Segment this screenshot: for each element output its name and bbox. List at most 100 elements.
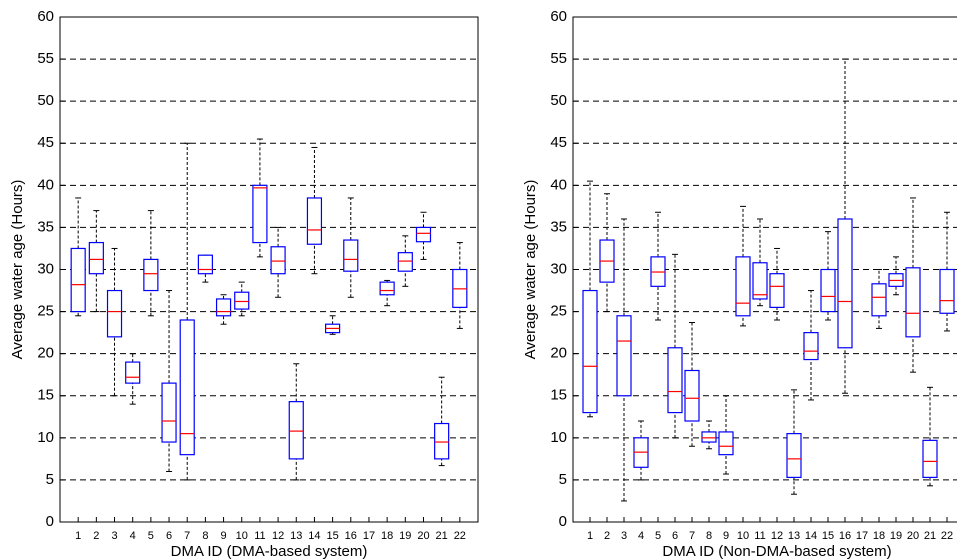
box — [871, 283, 887, 317]
y-tick-label: 60 — [37, 8, 54, 25]
x-tick-label: 10 — [737, 530, 749, 542]
box — [106, 289, 123, 338]
x-tick-label: 4 — [638, 530, 644, 542]
y-tick-label: 20 — [37, 345, 54, 362]
x-tick-label: 12 — [272, 530, 284, 542]
box — [197, 254, 213, 275]
x-tick-label: 5 — [148, 530, 154, 542]
x-tick-label: 6 — [672, 530, 678, 542]
box — [701, 431, 717, 443]
plot-frame — [572, 16, 957, 523]
box — [288, 401, 304, 460]
y-tick-label: 20 — [550, 345, 567, 362]
x-tick-label: 9 — [723, 530, 729, 542]
y-axis-label: Average water age (Hours) — [522, 180, 539, 360]
box — [616, 315, 632, 397]
x-tick-label: 3 — [621, 530, 627, 542]
box — [88, 241, 104, 275]
y-tick-label: 0 — [46, 513, 54, 530]
y-tick-label: 40 — [550, 176, 567, 193]
x-tick-label: 7 — [184, 530, 190, 542]
x-tick-label: 15 — [822, 530, 834, 542]
x-tick-label: 10 — [236, 530, 248, 542]
box — [434, 422, 450, 460]
x-tick-label: 6 — [166, 530, 172, 542]
box — [905, 267, 921, 338]
x-tick-label: 21 — [436, 530, 448, 542]
x-axis-label: DMA ID (DMA-based system) — [171, 543, 368, 560]
x-tick-label: 9 — [221, 530, 227, 542]
box — [820, 268, 836, 313]
x-tick-label: 20 — [907, 530, 919, 542]
y-tick-label: 40 — [37, 176, 54, 193]
box — [125, 361, 141, 384]
box — [939, 268, 955, 314]
y-tick-label: 15 — [550, 387, 567, 404]
box — [215, 298, 232, 317]
box — [252, 184, 268, 244]
x-tick-label: 1 — [587, 530, 593, 542]
box — [786, 433, 802, 478]
x-tick-label: 17 — [363, 530, 375, 542]
plot-frame — [59, 16, 479, 523]
box — [234, 291, 250, 310]
box — [343, 239, 359, 272]
x-tick-label: 15 — [326, 530, 338, 542]
x-tick-label: 1 — [75, 530, 81, 542]
x-tick-label: 4 — [130, 530, 136, 542]
x-tick-label: 16 — [345, 530, 357, 542]
x-tick-label: 14 — [805, 530, 817, 542]
box — [667, 347, 683, 414]
x-tick-label: 22 — [941, 530, 953, 542]
x-tick-label: 21 — [924, 530, 936, 542]
box — [582, 289, 598, 414]
y-tick-label: 5 — [46, 471, 54, 488]
x-tick-label: 19 — [890, 530, 902, 542]
y-tick-label: 5 — [559, 471, 567, 488]
x-tick-label: 2 — [604, 530, 610, 542]
x-tick-label: 7 — [689, 530, 695, 542]
box — [415, 226, 432, 243]
y-tick-label: 25 — [550, 303, 567, 320]
y-tick-label: 10 — [550, 429, 567, 446]
y-tick-label: 50 — [37, 92, 54, 109]
x-tick-label: 2 — [93, 530, 99, 542]
box — [837, 218, 853, 349]
y-tick-label: 50 — [550, 92, 567, 109]
y-axis-label: Average water age (Hours) — [9, 180, 26, 360]
x-axis-label: DMA ID (Non-DMA-based system) — [662, 543, 891, 560]
x-tick-label: 11 — [754, 530, 765, 542]
x-tick-label: 5 — [655, 530, 661, 542]
y-tick-label: 25 — [37, 303, 54, 320]
box — [70, 247, 86, 313]
y-tick-label: 45 — [37, 134, 54, 151]
y-tick-label: 30 — [37, 260, 54, 277]
x-tick-label: 3 — [111, 530, 117, 542]
y-tick-label: 15 — [37, 387, 54, 404]
box — [769, 273, 785, 308]
x-tick-label: 14 — [308, 530, 320, 542]
box — [270, 246, 286, 275]
x-tick-label: 18 — [381, 530, 393, 542]
box — [143, 258, 159, 292]
x-tick-label: 22 — [454, 530, 466, 542]
x-tick-label: 16 — [839, 530, 851, 542]
y-tick-label: 35 — [37, 218, 54, 235]
y-tick-label: 30 — [550, 260, 567, 277]
box — [179, 319, 195, 456]
x-tick-label: 18 — [873, 530, 885, 542]
box — [161, 382, 177, 443]
x-tick-label: 13 — [290, 530, 302, 542]
x-tick-label: 12 — [771, 530, 783, 542]
y-tick-label: 35 — [550, 218, 567, 235]
box — [735, 256, 751, 317]
box — [752, 262, 768, 300]
x-tick-label: 19 — [399, 530, 411, 542]
x-tick-label: 8 — [706, 530, 712, 542]
box — [306, 197, 323, 245]
x-tick-label: 11 — [254, 530, 265, 542]
box — [718, 431, 734, 456]
x-tick-label: 20 — [417, 530, 429, 542]
y-tick-label: 55 — [550, 50, 567, 67]
